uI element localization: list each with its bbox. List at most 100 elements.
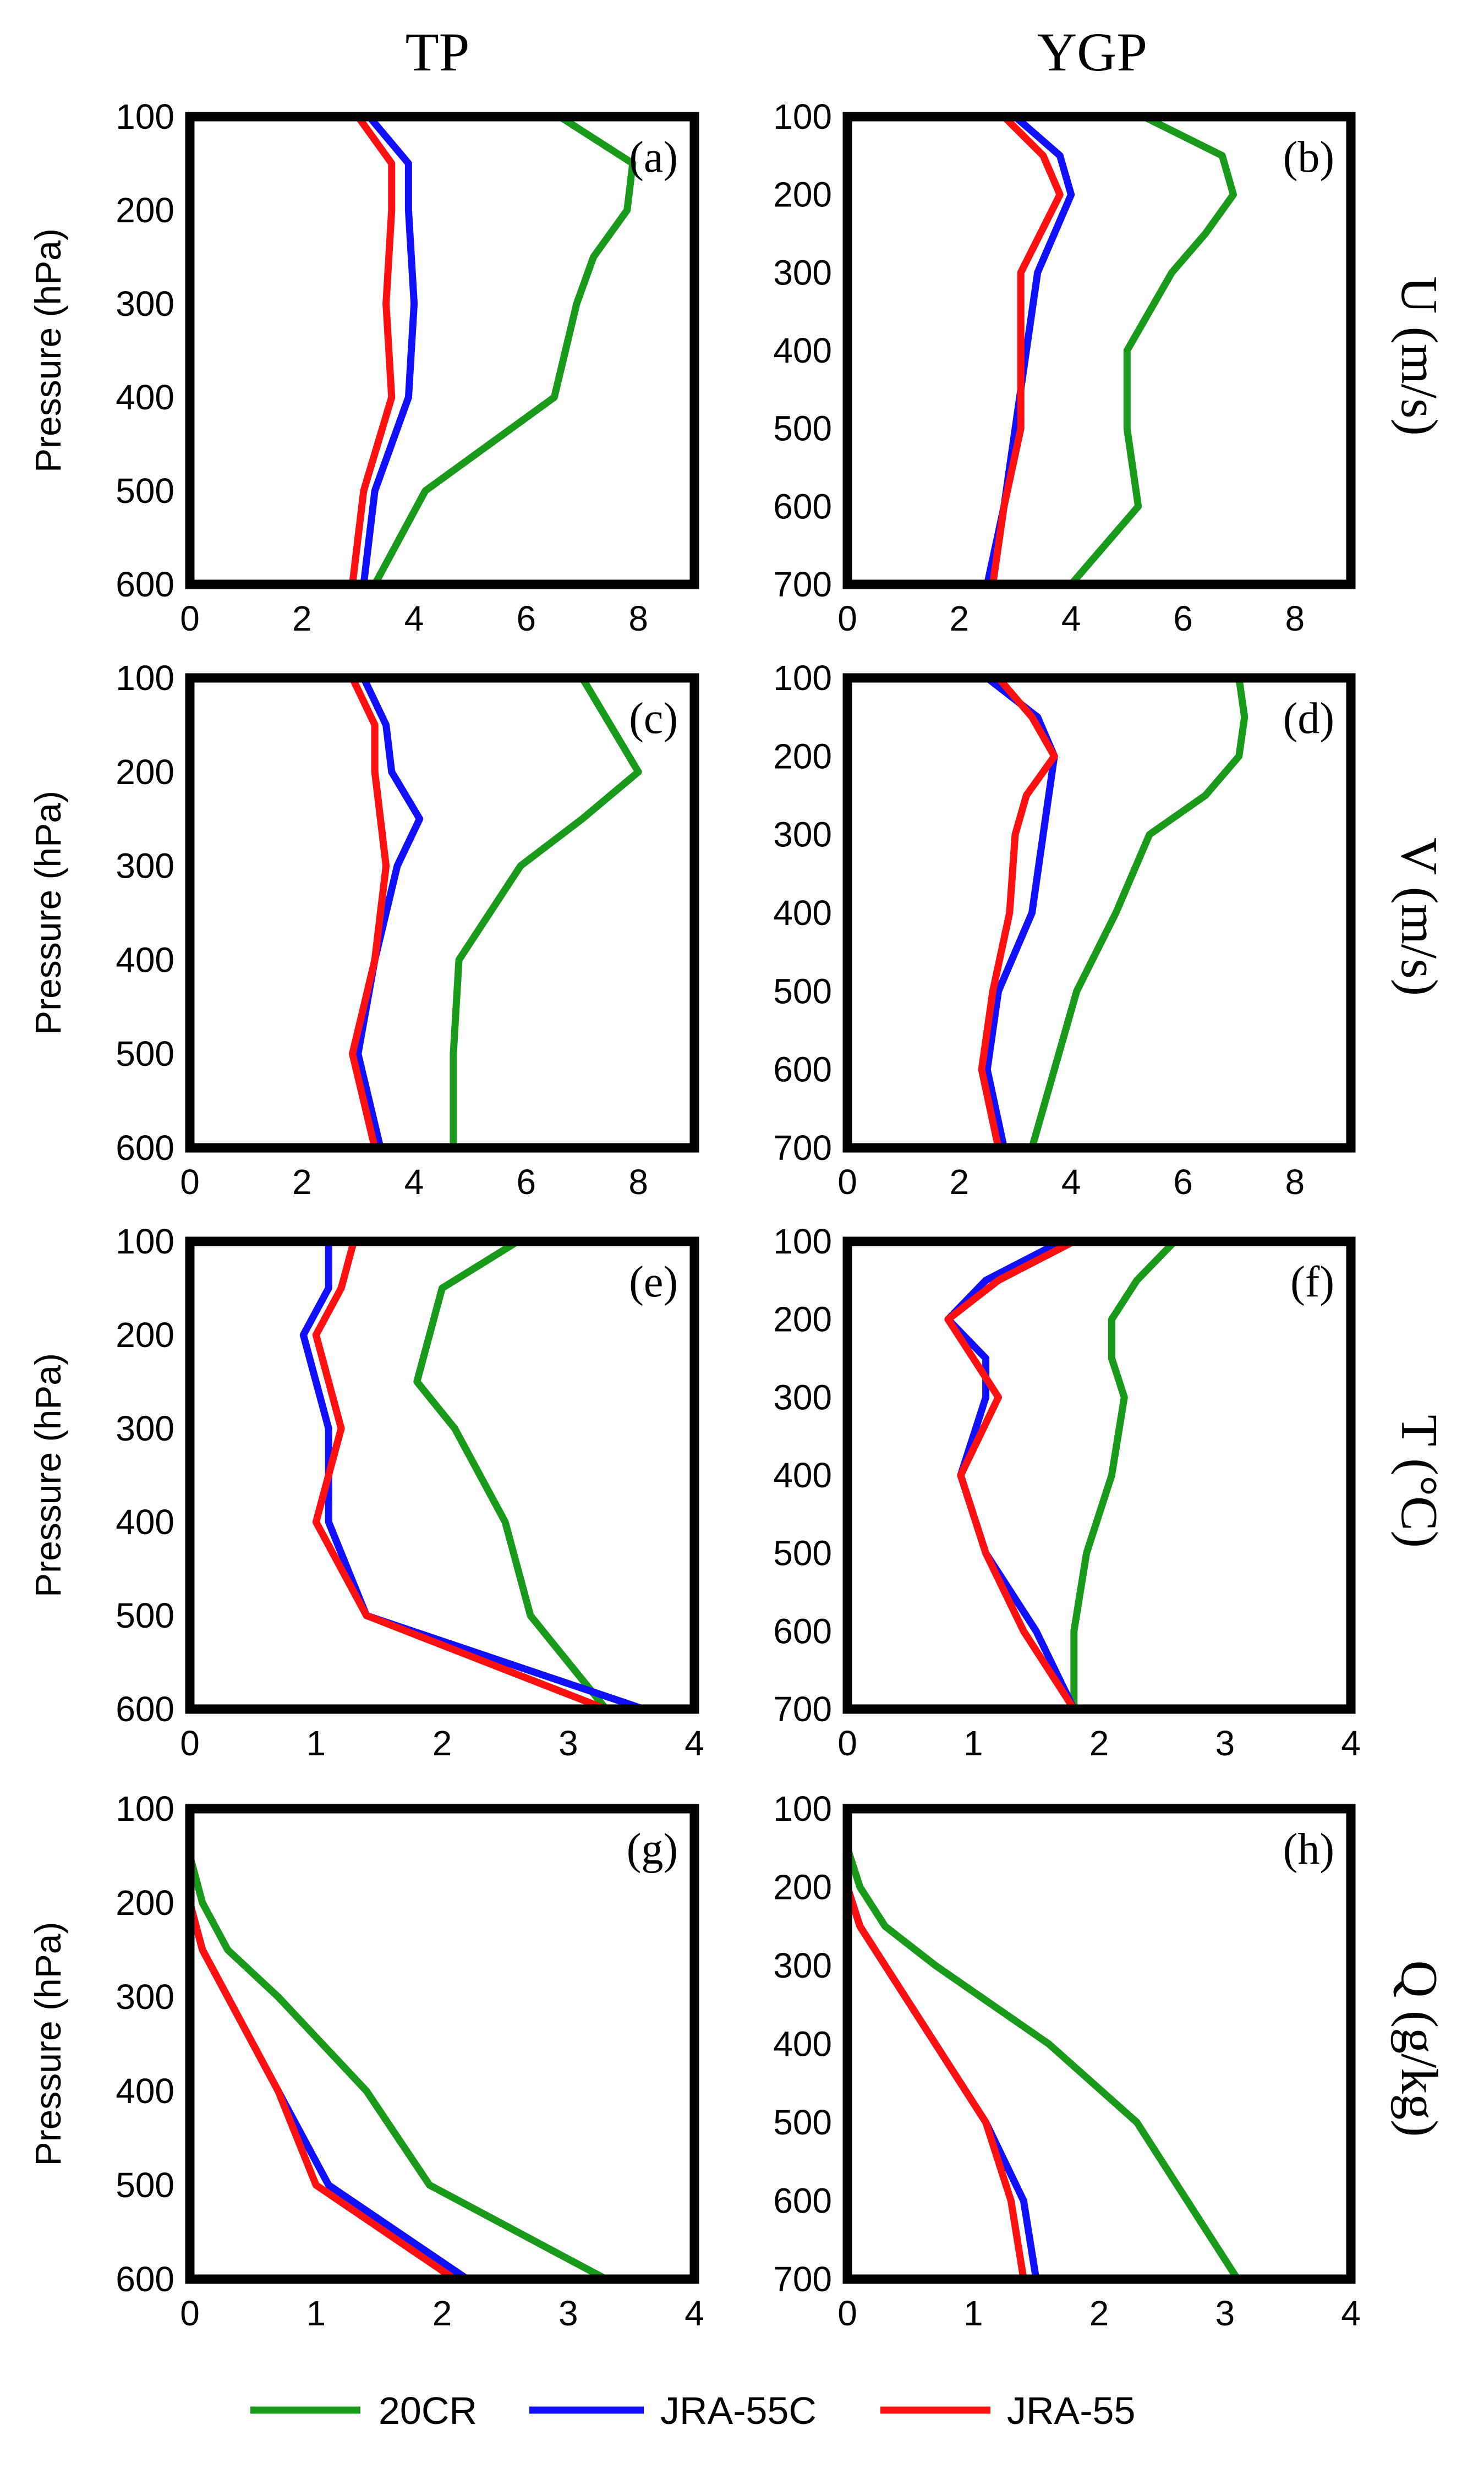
y-tick-label-b: 600 [773, 486, 832, 526]
y-axis-label-e: Pressure (hPa) [28, 1353, 68, 1597]
x-tick-label-d: 8 [1285, 1162, 1305, 1202]
panel-label-d: (d) [1283, 694, 1334, 743]
x-tick-label-a: 2 [292, 599, 312, 638]
legend: 20CR JRA-55C JRA-55 [250, 2389, 1135, 2432]
y-tick-label-a: 100 [116, 97, 174, 136]
x-tick-label-d: 2 [950, 1162, 970, 1202]
y-tick-label-c: 600 [116, 1128, 174, 1168]
x-tick-label-e: 3 [558, 1723, 578, 1763]
series-line-jra55c-g [186, 1852, 471, 2283]
y-tick-label-g: 100 [116, 1789, 174, 1828]
column-title-tp: TP [406, 21, 470, 83]
y-tick-label-g: 600 [116, 2259, 174, 2299]
x-tick-label-c: 6 [517, 1162, 536, 1202]
y-tick-label-h: 300 [773, 1946, 832, 1985]
legend-label-20cr: 20CR [379, 2389, 477, 2432]
x-tick-label-f: 3 [1215, 1723, 1235, 1763]
panel-d: 0 2 4 6 8 100 200 300 400 500 600 700 (d) [773, 658, 1356, 1202]
x-tick-label-c: 8 [628, 1162, 648, 1202]
x-tick-label-g: 4 [684, 2293, 704, 2333]
y-tick-label-c: 100 [116, 658, 174, 698]
series-line-jra55c-d [983, 674, 1058, 1152]
y-tick-label-c: 200 [116, 752, 174, 792]
panel-label-f: (f) [1290, 1258, 1334, 1306]
series-line-jra55-a [349, 113, 396, 588]
series-line-20cr-a [371, 113, 637, 588]
series-line-jra55-d [978, 674, 1058, 1152]
panel-label-h: (h) [1283, 1825, 1334, 1874]
y-tick-label-d: 500 [773, 971, 832, 1011]
series-line-jra55-f [944, 1238, 1078, 1713]
plot-frame-a [185, 112, 699, 589]
y-tick-label-f: 300 [773, 1377, 832, 1417]
x-tick-label-b: 8 [1285, 599, 1305, 638]
y-tick-label-h: 400 [773, 2024, 832, 2064]
legend-label-jra55c: JRA-55C [660, 2389, 817, 2432]
y-tick-label-f: 200 [773, 1300, 832, 1339]
y-tick-label-b: 300 [773, 253, 832, 292]
row-label-v: V (m/s) [1390, 837, 1448, 996]
y-tick-label-g: 200 [116, 1883, 174, 1923]
x-tick-label-g: 2 [432, 2293, 452, 2333]
y-tick-label-e: 600 [116, 1689, 174, 1729]
series-line-20cr-e [413, 1238, 610, 1713]
panel-c: 0 2 4 6 8 100 200 300 400 500 600 (c) Pressure (hPa) [28, 658, 699, 1202]
y-tick-label-b: 400 [773, 331, 832, 370]
y-tick-label-h: 500 [773, 2103, 832, 2142]
y-tick-label-c: 400 [116, 940, 174, 979]
y-tick-label-e: 400 [116, 1502, 174, 1542]
y-tick-label-d: 100 [773, 658, 832, 698]
series-line-20cr-f [1070, 1238, 1179, 1713]
legend-label-jra55: JRA-55 [1007, 2389, 1135, 2432]
panel-label-a: (a) [629, 133, 678, 182]
y-tick-label-a: 300 [116, 284, 174, 324]
panel-e: 0 1 2 3 4 100 200 300 400 500 600 (e) Pressure (hPa) [28, 1222, 704, 1763]
x-tick-label-d: 6 [1173, 1162, 1193, 1202]
series-line-jra55c-c [354, 674, 424, 1152]
x-tick-label-b: 2 [950, 599, 970, 638]
series-line-jra55c-f [944, 1238, 1078, 1713]
series-line-jra55-g [186, 1852, 458, 2283]
x-tick-label-h: 4 [1341, 2293, 1361, 2333]
y-tick-label-b: 100 [773, 97, 832, 136]
x-tick-label-c: 2 [292, 1162, 312, 1202]
series-line-jra55c-a [360, 113, 418, 588]
y-tick-label-h: 200 [773, 1868, 832, 1907]
x-tick-label-f: 4 [1341, 1723, 1361, 1763]
plot-frame-f [842, 1236, 1356, 1714]
x-tick-label-e: 2 [432, 1723, 452, 1763]
y-tick-label-g: 500 [116, 2165, 174, 2205]
y-tick-label-b: 200 [773, 175, 832, 215]
plot-frame-e [185, 1236, 699, 1714]
series-line-jra55-c [349, 674, 390, 1152]
plot-frame-b [842, 112, 1356, 589]
y-tick-label-e: 200 [116, 1315, 174, 1355]
y-tick-label-a: 200 [116, 190, 174, 230]
panel-label-b: (b) [1283, 133, 1334, 182]
row-label-q: Q (g/kg) [1390, 1960, 1448, 2137]
y-tick-label-a: 400 [116, 377, 174, 417]
panel-label-e: (e) [629, 1258, 678, 1306]
panel-g: 0 1 2 3 4 100 200 300 400 500 600 (g) Pressure (hPa) [28, 1789, 704, 2333]
x-tick-label-h: 0 [837, 2293, 857, 2333]
x-tick-label-g: 1 [306, 2293, 326, 2333]
x-tick-label-h: 1 [963, 2293, 983, 2333]
x-tick-label-c: 0 [180, 1162, 200, 1202]
y-tick-label-d: 400 [773, 893, 832, 933]
x-tick-label-g: 3 [558, 2293, 578, 2333]
row-label-t: T (°C) [1390, 1415, 1448, 1548]
series-line-jra55-e [312, 1238, 610, 1713]
series-line-20cr-b [1067, 113, 1237, 588]
row-label-u: U (m/s) [1390, 276, 1448, 436]
x-tick-label-f: 2 [1089, 1723, 1109, 1763]
y-tick-label-e: 500 [116, 1596, 174, 1635]
series-line-20cr-c [450, 674, 642, 1152]
series-line-jra55-b [989, 113, 1064, 588]
y-tick-label-g: 400 [116, 2071, 174, 2111]
x-tick-label-a: 0 [180, 599, 200, 638]
column-title-ygp: YGP [1037, 21, 1147, 83]
x-tick-label-b: 0 [837, 599, 857, 638]
y-axis-label-c: Pressure (hPa) [28, 791, 68, 1035]
